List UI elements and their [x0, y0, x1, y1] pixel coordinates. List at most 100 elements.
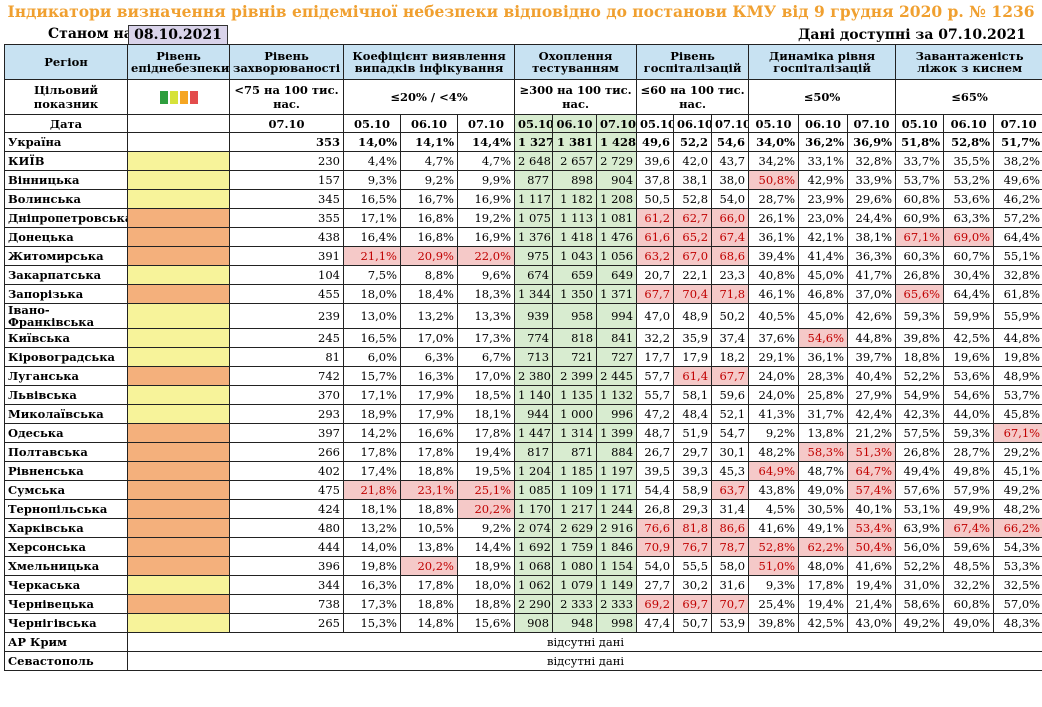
hosp-value: 22,1 — [673, 265, 713, 285]
table-row: Одеська 397 14,2% 16,6% 17,8% 1 447 1 314 1 399… — [4, 423, 1042, 443]
dynamics-value: 9,3% — [748, 575, 800, 595]
level-indicator — [127, 518, 230, 538]
dynamics-value: 19,4% — [798, 594, 849, 614]
header-hosp: Рівень госпіталізацій — [636, 44, 750, 80]
testing-value: 1 371 — [596, 284, 638, 304]
dynamics-value: 25,4% — [748, 594, 800, 614]
detection-value: 4,7% — [456, 151, 516, 171]
oxygen-value: 65,6% — [895, 284, 945, 304]
oxygen-value: 55,9% — [993, 303, 1042, 329]
detection-value: 7,5% — [343, 265, 401, 285]
region-name: Чернігівська — [4, 613, 128, 633]
testing-value: 818 — [552, 328, 598, 348]
date-row: Дата 07.10 05.10 06.10 07.10 05.10 06.10… — [4, 114, 1042, 133]
region-name: Хмельницька — [4, 556, 128, 576]
oxygen-value: 42,5% — [943, 328, 995, 348]
table-row: Чернігівська 265 15,3% 14,8% 15,6% 908 948 998 4… — [4, 613, 1042, 633]
region-name: Кіровоградська — [4, 347, 128, 367]
hosp-value: 70,7 — [711, 594, 750, 614]
header-row: Регіон Рівень епіднебезпеки Рівень захво… — [4, 44, 1042, 80]
detection-value: 17,1% — [343, 385, 401, 405]
dynamics-value: 23,9% — [798, 189, 849, 209]
incidence-value: 81 — [229, 347, 344, 367]
detection-value: 19,8% — [343, 556, 401, 576]
oxygen-value: 57,0% — [993, 594, 1042, 614]
date-hosp-3: 07.10 — [711, 114, 750, 133]
oxygen-value: 60,8% — [895, 189, 945, 209]
incidence-value: 475 — [229, 480, 344, 500]
dynamics-value: 28,7% — [748, 189, 800, 209]
region-name: Херсонська — [4, 537, 128, 557]
testing-value: 994 — [596, 303, 638, 329]
detection-value: 18,9% — [456, 556, 516, 576]
testing-value: 774 — [514, 328, 554, 348]
date-oxy-1: 05.10 — [895, 114, 945, 133]
region-name: Волинська — [4, 189, 128, 209]
hosp-value: 30,2 — [673, 575, 713, 595]
hosp-value: 52,2 — [673, 132, 713, 152]
oxygen-value: 67,1% — [895, 227, 945, 247]
hosp-value: 52,8 — [673, 189, 713, 209]
level-indicator — [127, 347, 230, 367]
dynamics-value: 13,8% — [798, 423, 849, 443]
dynamics-value: 34,0% — [748, 132, 800, 152]
detection-value: 6,7% — [456, 347, 516, 367]
header-dynamics: Динаміка рівня госпіталізацій — [748, 44, 897, 80]
detection-value: 19,2% — [456, 208, 516, 228]
oxygen-value: 63,9% — [895, 518, 945, 538]
date-dyn-3: 07.10 — [847, 114, 897, 133]
testing-value: 2 380 — [514, 366, 554, 386]
dynamics-value: 29,1% — [748, 347, 800, 367]
testing-value: 1 344 — [514, 284, 554, 304]
dynamics-value: 64,7% — [847, 461, 897, 481]
date-incidence: 07.10 — [229, 114, 344, 133]
testing-value: 1 185 — [552, 461, 598, 481]
oxygen-value: 53,2% — [943, 170, 995, 190]
dynamics-value: 42,5% — [798, 613, 849, 633]
hosp-value: 18,2 — [711, 347, 750, 367]
oxygen-value: 63,3% — [943, 208, 995, 228]
dynamics-value: 19,4% — [847, 575, 897, 595]
target-detection: ≤20% / <4% — [342, 79, 516, 115]
hosp-value: 48,9 — [673, 303, 713, 329]
testing-value: 1 399 — [596, 423, 638, 443]
hosp-value: 29,3 — [673, 499, 713, 519]
detection-value: 4,7% — [400, 151, 458, 171]
oxygen-value: 53,3% — [993, 556, 1042, 576]
detection-value: 18,4% — [400, 284, 458, 304]
testing-value: 996 — [596, 404, 638, 424]
region-name: Дніпропетровська — [4, 208, 128, 228]
hosp-value: 62,7 — [673, 208, 713, 228]
detection-value: 18,1% — [343, 499, 401, 519]
level-indicator — [127, 151, 230, 171]
region-name: Полтавська — [4, 442, 128, 462]
hosp-value: 71,8 — [711, 284, 750, 304]
testing-value: 908 — [514, 613, 554, 633]
hosp-value: 50,7 — [673, 613, 713, 633]
detection-value: 17,1% — [343, 208, 401, 228]
table-row: Дніпропетровська 355 17,1% 16,8% 19,2% 1 075 1… — [4, 208, 1042, 228]
table-row: Львівська 370 17,1% 17,9% 18,5% 1 140 1 135 1 1… — [4, 385, 1042, 405]
oxygen-value: 35,5% — [943, 151, 995, 171]
testing-value: 2 074 — [514, 518, 554, 538]
header-testing: Охоплення тестуванням — [514, 44, 638, 80]
hosp-value: 17,9 — [673, 347, 713, 367]
testing-value: 1 079 — [552, 575, 598, 595]
hosp-value: 45,3 — [711, 461, 750, 481]
level-indicator — [127, 404, 230, 424]
table-row: Житомирська 391 21,1% 20,9% 22,0% 975 1 043 1 0… — [4, 246, 1042, 266]
detection-value: 17,4% — [343, 461, 401, 481]
dynamics-value: 33,9% — [847, 170, 897, 190]
incidence-value: 345 — [229, 189, 344, 209]
dynamics-value: 51,3% — [847, 442, 897, 462]
testing-value: 2 916 — [596, 518, 638, 538]
dynamics-value: 46,8% — [798, 284, 849, 304]
detection-value: 15,6% — [456, 613, 516, 633]
hosp-value: 43,7 — [711, 151, 750, 171]
oxygen-value: 39,8% — [895, 328, 945, 348]
testing-value: 1 204 — [514, 461, 554, 481]
dynamics-value: 37,6% — [748, 328, 800, 348]
dynamics-value: 42,4% — [847, 404, 897, 424]
hosp-value: 76,7 — [673, 537, 713, 557]
table-row: Хмельницька 396 19,8% 20,2% 18,9% 1 068 1 080 1… — [4, 556, 1042, 576]
